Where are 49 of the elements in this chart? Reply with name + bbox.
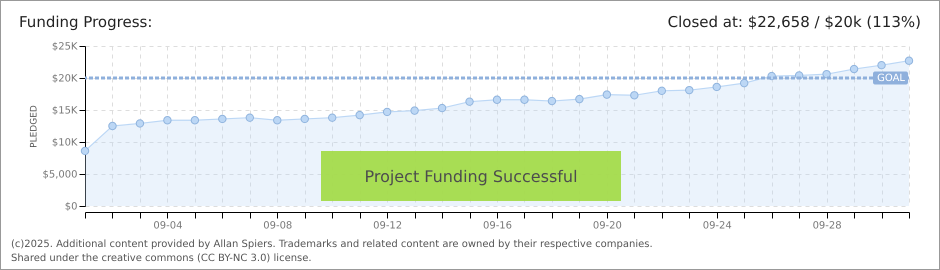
point	[163, 116, 172, 124]
point	[136, 119, 144, 128]
text: Shared under the creative commons (CC BY-NC 3.0) license.	[11, 253, 312, 264]
point	[658, 86, 666, 95]
point	[246, 113, 254, 122]
x-tick-label: 09-04	[153, 220, 182, 232]
point	[492, 96, 502, 104]
point	[520, 96, 529, 104]
point	[602, 90, 612, 99]
banner: Project Funding Successful	[321, 151, 621, 201]
y-tick-label: $20K	[52, 74, 78, 84]
y-axis-title: PLEDGED	[30, 105, 40, 148]
chart-subtitle: Closed at: $22,658 / $20k (113%)	[668, 13, 921, 31]
point	[328, 113, 336, 122]
point	[740, 78, 748, 88]
point	[822, 70, 831, 78]
point	[630, 91, 639, 100]
x-tick-label: 09-28	[812, 220, 842, 232]
y-tick-label: $5,000	[42, 170, 78, 180]
point	[190, 116, 200, 124]
x-tick-label: 09-16	[482, 220, 512, 232]
point	[575, 94, 584, 104]
point	[548, 96, 556, 106]
point	[410, 106, 419, 115]
point	[904, 56, 914, 65]
point	[712, 82, 721, 92]
x-tick-label: 09-08	[263, 220, 292, 232]
chart-title: Funding Progress:	[19, 13, 152, 31]
point	[355, 110, 364, 120]
y-tick-label: $0	[64, 202, 78, 212]
point	[465, 97, 474, 106]
x-tick-label: 09-20	[592, 220, 622, 232]
text: (c)2025. Additional content provided by Allan Spiers. Trademarks and related content are owned by their respective companies.	[11, 239, 653, 250]
x-tick-label: 09-24	[702, 220, 732, 232]
point	[850, 64, 858, 74]
point	[685, 86, 694, 94]
point	[438, 104, 446, 112]
y-tick-label: $10K	[52, 138, 78, 148]
point	[877, 61, 886, 70]
point	[273, 116, 282, 124]
y-tick-label: $25K	[52, 42, 78, 52]
point	[218, 114, 227, 124]
x-tick-label: 09-12	[373, 220, 402, 232]
ref-line-label: GOAL	[877, 73, 906, 84]
point	[382, 108, 392, 116]
point	[300, 114, 309, 124]
point	[80, 146, 90, 156]
y-tick-label: $15K	[52, 106, 78, 116]
point	[108, 122, 117, 130]
